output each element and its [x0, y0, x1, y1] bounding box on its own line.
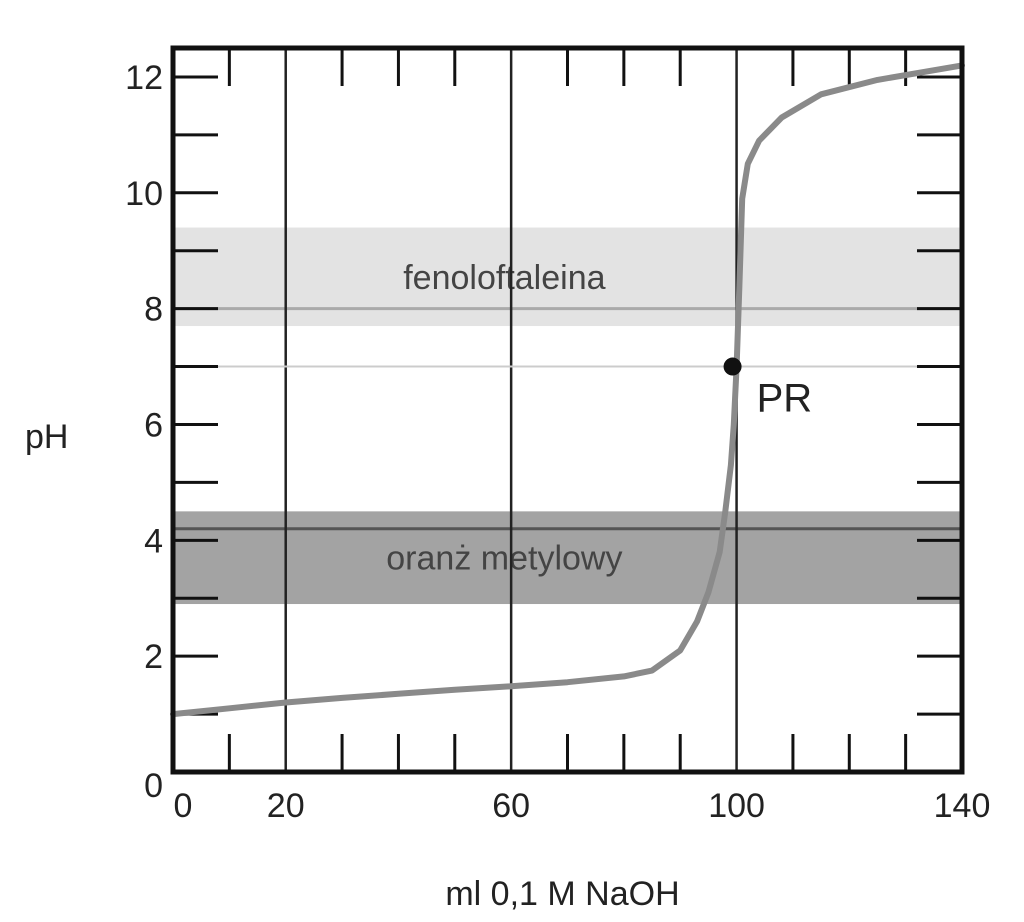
ytick-label-2: 2: [144, 638, 163, 676]
band-1: [173, 511, 962, 605]
titration-curve: [170, 62, 965, 718]
ytick-label-4: 4: [144, 522, 163, 560]
plot-frame: [170, 45, 965, 775]
x-axis-label: ml 0,1 M NaOH: [445, 875, 679, 913]
ytick-label-12: 12: [125, 59, 163, 97]
band-label-1: oranż metylowy: [386, 540, 622, 578]
xtick-label-0: 0: [174, 787, 193, 825]
y-axis-label: pH: [25, 418, 68, 456]
equivalence-point-label: PR: [757, 377, 813, 421]
tick-marks: [173, 48, 962, 772]
tick-labels: 0 20 60 100 140 0 2 4 6 8 10 12: [125, 59, 990, 825]
xtick-label-20: 20: [267, 787, 305, 825]
xtick-label-60: 60: [492, 787, 530, 825]
ytick-label-8: 8: [144, 291, 163, 329]
curve-layer: PR: [170, 62, 965, 718]
ytick-label-0: 0: [144, 767, 163, 805]
gridlines: [173, 48, 962, 772]
band-label-0: fenoloftaleina: [403, 259, 605, 297]
equivalence-point: [723, 357, 742, 376]
ytick-label-6: 6: [144, 406, 163, 444]
xtick-label-140: 140: [934, 787, 991, 825]
xtick-label-100: 100: [708, 787, 765, 825]
indicator-bands: fenoloftaleina oranż metylowy: [173, 227, 962, 605]
ytick-label-10: 10: [125, 175, 163, 213]
